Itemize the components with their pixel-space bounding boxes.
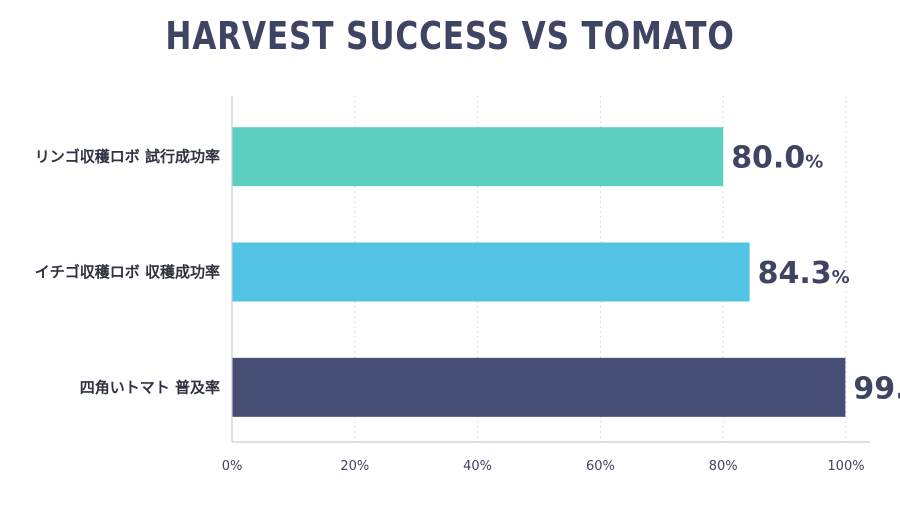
data-label: 84.3% xyxy=(758,256,850,291)
data-label: 80.0% xyxy=(731,141,823,176)
data-label-unit: % xyxy=(805,152,823,173)
x-tick-label: 80% xyxy=(709,459,738,474)
data-label-unit: % xyxy=(832,267,850,288)
bar xyxy=(232,127,724,187)
category-label: イチゴ収穫ロボ 収穫成功率 xyxy=(35,263,220,281)
category-label: 四角いトマト 普及率 xyxy=(80,378,220,396)
data-label: 99.9% xyxy=(853,371,900,406)
data-label-value: 80.0 xyxy=(731,141,805,176)
x-tick-label: 60% xyxy=(586,459,615,474)
chart-title: HARVEST SUCCESS VS TOMATO xyxy=(165,14,735,58)
x-tick-label: 100% xyxy=(827,459,864,474)
x-tick-label: 0% xyxy=(222,459,243,474)
bar xyxy=(232,242,750,302)
data-label-value: 84.3 xyxy=(758,256,832,291)
x-tick-label: 40% xyxy=(463,459,492,474)
labels: 0% 20% 40% 60% 80% 100% リンゴ収穫ロボ 試行成功率 80.0% イチゴ収… xyxy=(35,141,900,474)
bar xyxy=(232,357,846,417)
category-label: リンゴ収穫ロボ 試行成功率 xyxy=(35,148,220,166)
bars xyxy=(232,127,846,417)
x-tick-label: 20% xyxy=(340,459,369,474)
data-label-value: 99.9 xyxy=(853,371,900,406)
axes xyxy=(231,96,870,443)
